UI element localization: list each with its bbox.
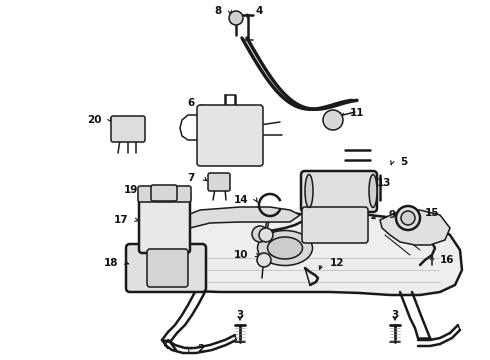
Text: 16: 16: [440, 255, 455, 265]
Text: 4: 4: [255, 6, 262, 16]
Text: 15: 15: [425, 208, 440, 218]
PathPatch shape: [380, 210, 450, 245]
Circle shape: [401, 211, 415, 225]
FancyBboxPatch shape: [139, 192, 190, 253]
FancyBboxPatch shape: [197, 105, 263, 166]
FancyBboxPatch shape: [147, 249, 188, 287]
Text: 18: 18: [103, 258, 118, 268]
Ellipse shape: [369, 175, 377, 207]
FancyBboxPatch shape: [151, 185, 177, 201]
Ellipse shape: [305, 175, 313, 207]
Text: 2: 2: [197, 344, 204, 354]
Text: 3: 3: [392, 310, 399, 320]
Text: 10: 10: [234, 250, 248, 260]
Text: 1: 1: [158, 253, 165, 263]
Circle shape: [396, 206, 420, 230]
Text: 19: 19: [123, 185, 138, 195]
FancyBboxPatch shape: [111, 116, 145, 142]
FancyBboxPatch shape: [302, 207, 368, 243]
Text: 6: 6: [188, 98, 195, 108]
Text: 13: 13: [377, 178, 392, 188]
Circle shape: [259, 228, 273, 242]
PathPatch shape: [180, 207, 300, 230]
Ellipse shape: [268, 237, 302, 259]
Text: 20: 20: [88, 115, 102, 125]
Text: 5: 5: [400, 157, 407, 167]
Text: 7: 7: [188, 173, 195, 183]
Circle shape: [323, 110, 343, 130]
FancyBboxPatch shape: [301, 171, 377, 212]
Text: 12: 12: [330, 258, 344, 268]
Circle shape: [229, 11, 243, 25]
Text: 3: 3: [236, 310, 244, 320]
Text: 9: 9: [388, 210, 395, 220]
Ellipse shape: [258, 230, 313, 266]
FancyBboxPatch shape: [208, 173, 230, 191]
Text: 14: 14: [233, 195, 248, 205]
Text: 8: 8: [215, 6, 222, 16]
PathPatch shape: [155, 213, 462, 295]
FancyBboxPatch shape: [126, 244, 206, 292]
FancyBboxPatch shape: [138, 186, 191, 202]
Circle shape: [257, 253, 271, 267]
Text: 11: 11: [350, 108, 365, 118]
Text: 17: 17: [113, 215, 128, 225]
Circle shape: [252, 226, 268, 242]
